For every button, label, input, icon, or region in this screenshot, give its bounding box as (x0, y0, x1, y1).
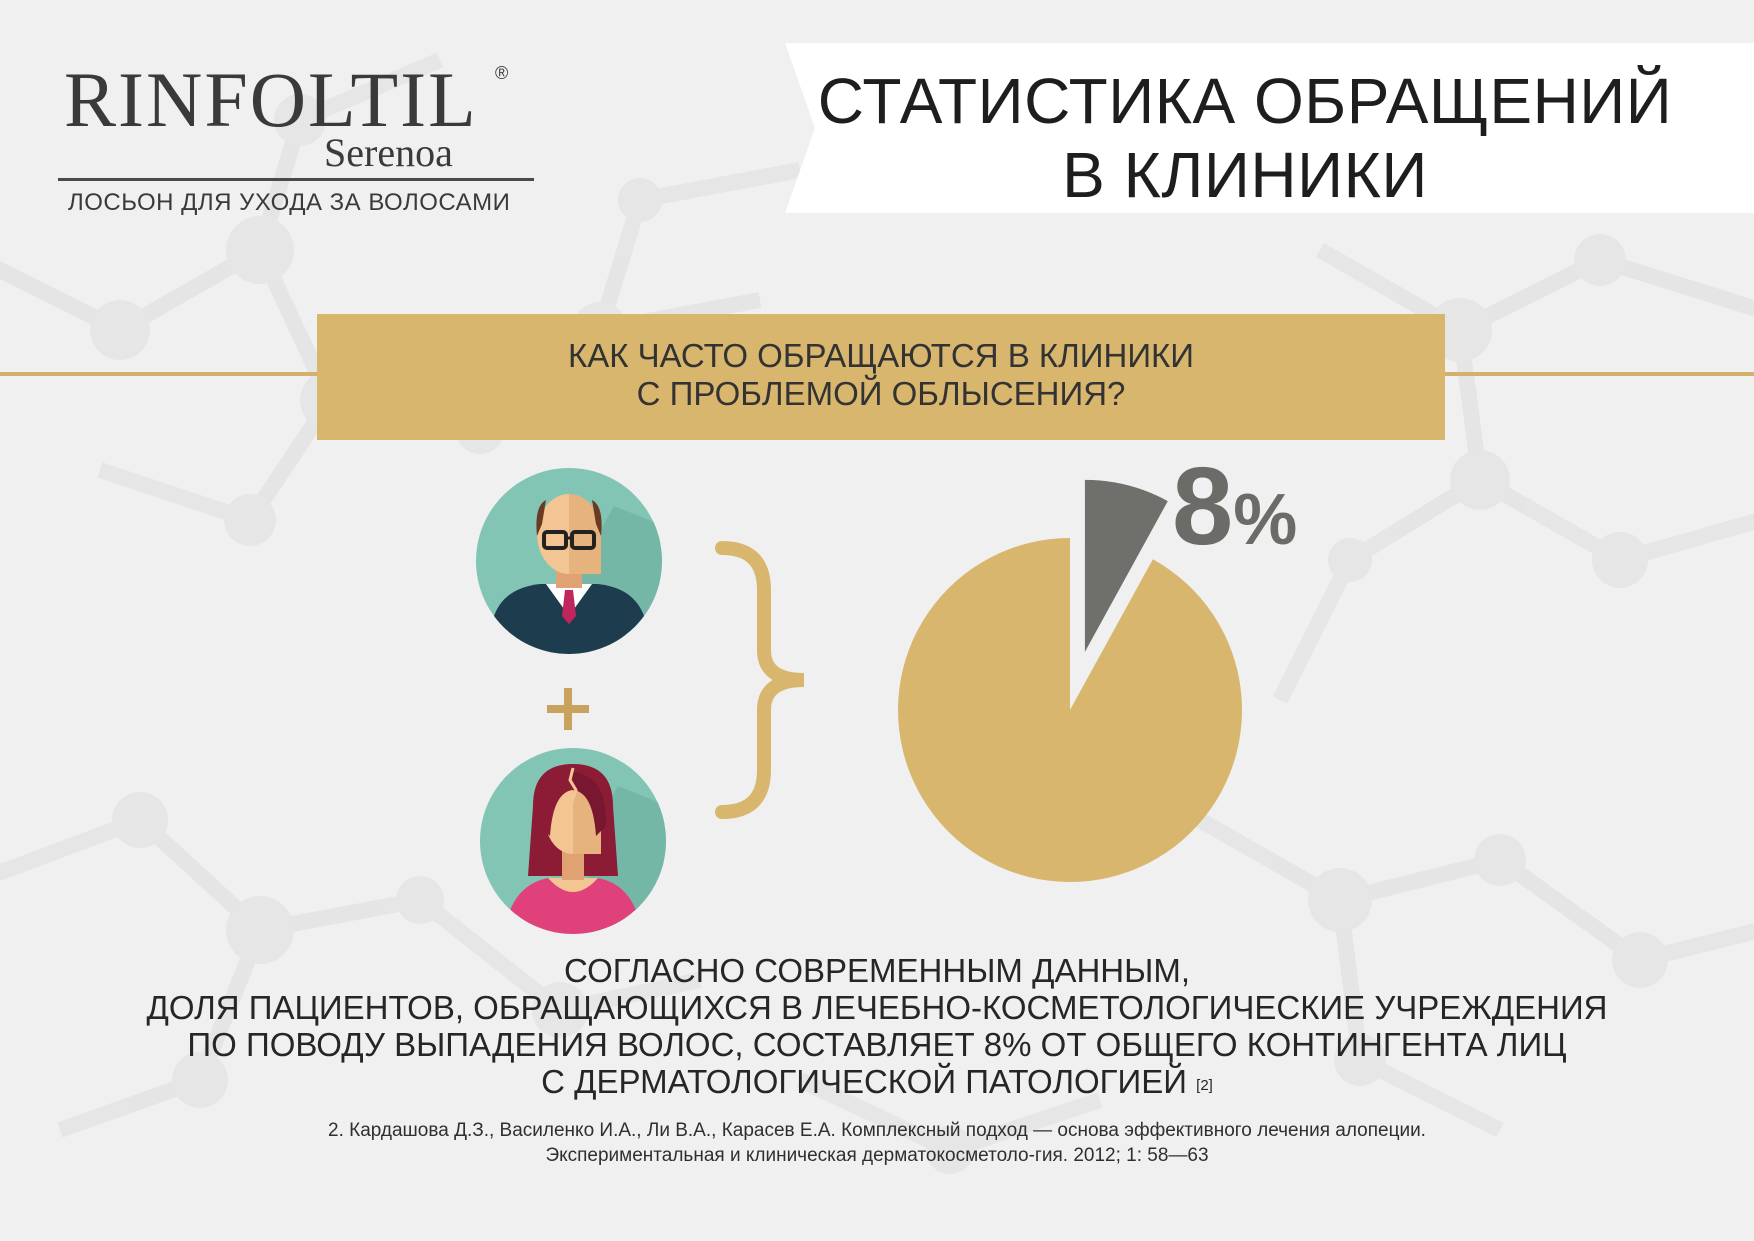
conclusion-line-4: С ДЕРМАТОЛОГИЧЕСКОЙ ПАТОЛОГИЕЙ (541, 1063, 1187, 1100)
conclusion-text: СОГЛАСНО СОВРЕМЕННЫМ ДАННЫМ, ДОЛЯ ПАЦИЕН… (0, 952, 1754, 1100)
curly-brace-icon (715, 541, 805, 819)
reference-line-1: 2. Кардашова Д.З., Василенко И.А., Ли В.… (328, 1120, 1426, 1141)
title-line-2: В КЛИНИКИ (1062, 139, 1428, 211)
reference-text: 2. Кардашова Д.З., Василенко И.А., Ли В.… (0, 1118, 1754, 1168)
woman-avatar-icon (480, 748, 666, 934)
pie-percent-label: 8% (1172, 452, 1297, 562)
question-line-2: С ПРОБЛЕМОЙ ОБЛЫСЕНИЯ? (636, 375, 1126, 412)
plus-icon (547, 688, 589, 730)
conclusion-line-3: ПО ПОВОДУ ВЫПАДЕНИЯ ВОЛОС, СОСТАВЛЯЕТ 8%… (187, 1026, 1567, 1063)
brand-tagline: ЛОСЬОН ДЛЯ УХОДА ЗА ВОЛОСАМИ (68, 189, 511, 216)
bald-man-avatar-icon (476, 468, 662, 654)
pie-slice-1 (898, 538, 1242, 882)
reference-line-2: Экспериментальная и клиническая дерматок… (545, 1145, 1209, 1166)
pie-percent-value: 8 (1172, 445, 1234, 568)
brand-name: RINFOLTIL (64, 56, 478, 143)
conclusion-line-4-wrap: С ДЕРМАТОЛОГИЧЕСКОЙ ПАТОЛОГИЕЙ [2] (0, 1063, 1754, 1100)
question-box (317, 314, 1445, 440)
pie-percent-unit: % (1233, 480, 1298, 560)
footnote-mark: [2] (1196, 1077, 1213, 1094)
brand-subname: Serenoa (324, 130, 453, 175)
pie-chart (898, 479, 1242, 882)
conclusion-line-2: ДОЛЯ ПАЦИЕНТОВ, ОБРАЩАЮЩИХСЯ В ЛЕЧЕБНО-К… (146, 989, 1608, 1026)
question-text: КАК ЧАСТО ОБРАЩАЮТСЯ В КЛИНИКИ С ПРОБЛЕМ… (317, 337, 1445, 413)
title-line-1: СТАТИСТИКА ОБРАЩЕНИЙ (817, 65, 1673, 137)
pie-slice-0 (1084, 479, 1168, 652)
question-line-1: КАК ЧАСТО ОБРАЩАЮТСЯ В КЛИНИКИ (568, 337, 1194, 374)
brand-divider (58, 178, 534, 181)
registered-mark: ® (495, 63, 509, 83)
conclusion-line-1: СОГЛАСНО СОВРЕМЕННЫМ ДАННЫМ, (564, 952, 1190, 989)
title-banner (785, 43, 1754, 213)
page-title: СТАТИСТИКА ОБРАЩЕНИЙ В КЛИНИКИ (800, 64, 1690, 212)
